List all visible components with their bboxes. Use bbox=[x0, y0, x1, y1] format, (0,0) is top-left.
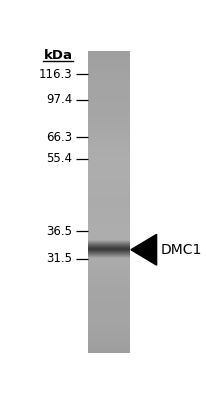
Text: 31.5: 31.5 bbox=[46, 252, 72, 266]
Text: 55.4: 55.4 bbox=[46, 152, 72, 165]
Text: DMC1: DMC1 bbox=[160, 243, 201, 257]
Text: 116.3: 116.3 bbox=[39, 68, 72, 81]
Polygon shape bbox=[130, 234, 156, 265]
Text: 36.5: 36.5 bbox=[46, 225, 72, 238]
Text: 97.4: 97.4 bbox=[46, 93, 72, 106]
Text: kDa: kDa bbox=[43, 49, 72, 62]
Text: 66.3: 66.3 bbox=[46, 131, 72, 144]
